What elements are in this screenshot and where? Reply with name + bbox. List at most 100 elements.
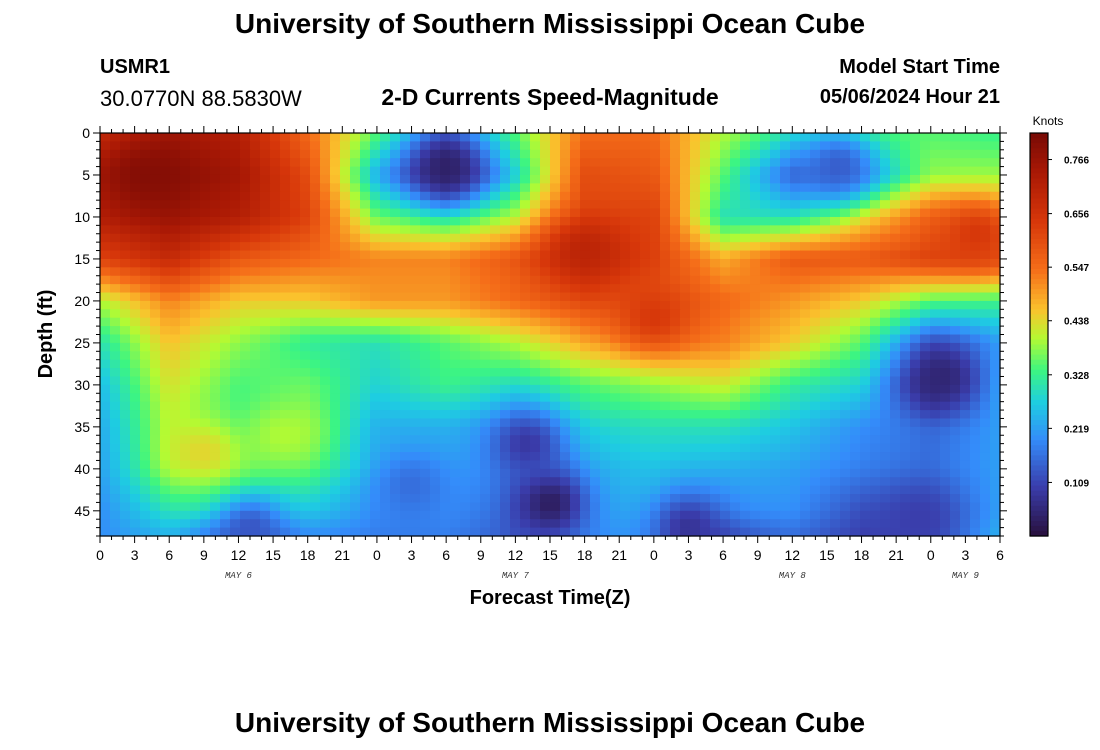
heatmap-cell: [780, 250, 791, 260]
heatmap-cell: [970, 183, 981, 193]
heatmap-cell: [220, 208, 231, 218]
heatmap-cell: [390, 418, 401, 428]
heatmap-cell: [890, 326, 901, 336]
heatmap-cell: [370, 267, 381, 277]
heatmap-cell: [660, 174, 671, 184]
heatmap-cell: [690, 452, 701, 462]
heatmap-cell: [220, 510, 231, 520]
heatmap-cell: [710, 216, 721, 226]
heatmap-cell: [360, 158, 371, 168]
heatmap-cell: [250, 208, 261, 218]
heatmap-cell: [910, 258, 921, 268]
heatmap-cell: [130, 410, 141, 420]
heatmap-cell: [490, 174, 501, 184]
heatmap-cell: [310, 527, 321, 537]
heatmap-cell: [190, 284, 201, 294]
colorbar-swatch: [1030, 183, 1048, 190]
heatmap-cell: [300, 384, 311, 394]
heatmap-cell: [330, 208, 341, 218]
heatmap-cell: [710, 258, 721, 268]
heatmap-cell: [650, 317, 661, 327]
heatmap-cell: [800, 435, 811, 445]
heatmap-cell: [240, 275, 251, 285]
heatmap-cell: [180, 468, 191, 478]
heatmap-cell: [970, 426, 981, 436]
heatmap-cell: [580, 460, 591, 470]
heatmap-cell: [230, 309, 241, 319]
heatmap-cell: [120, 133, 131, 142]
heatmap-cell: [640, 494, 651, 504]
heatmap-cell: [840, 376, 851, 386]
heatmap-cell: [310, 317, 321, 327]
heatmap-cell: [890, 158, 901, 168]
heatmap-cell: [500, 494, 511, 504]
heatmap-cell: [370, 393, 381, 403]
heatmap-cell: [580, 292, 591, 302]
heatmap-cell: [270, 149, 281, 159]
heatmap-cell: [310, 233, 321, 243]
heatmap-cell: [710, 183, 721, 193]
heatmap-cell: [560, 284, 571, 294]
heatmap-cell: [550, 208, 561, 218]
heatmap-cell: [190, 166, 201, 176]
heatmap-cell: [360, 183, 371, 193]
heatmap-cell: [650, 208, 661, 218]
heatmap-cell: [740, 250, 751, 260]
heatmap-cell: [150, 334, 161, 344]
heatmap-cell: [980, 250, 991, 260]
heatmap-cell: [510, 141, 521, 151]
heatmap-cell: [230, 149, 241, 159]
heatmap-cell: [810, 250, 821, 260]
heatmap-cell: [510, 401, 521, 411]
heatmap-cell: [480, 351, 491, 361]
heatmap-cell: [760, 494, 771, 504]
heatmap-cell: [650, 351, 661, 361]
heatmap-cell: [580, 502, 591, 512]
heatmap-cell: [430, 284, 441, 294]
heatmap-cell: [810, 174, 821, 184]
heatmap-cell: [790, 334, 801, 344]
heatmap-cell: [890, 216, 901, 226]
heatmap-cell: [710, 351, 721, 361]
heatmap-cell: [140, 519, 151, 529]
heatmap-cell: [820, 502, 831, 512]
heatmap-cell: [330, 292, 341, 302]
heatmap-cell: [960, 477, 971, 487]
heatmap-cell: [570, 284, 581, 294]
heatmap-cell: [130, 494, 141, 504]
heatmap-cell: [260, 309, 271, 319]
heatmap-cell: [210, 191, 221, 201]
heatmap-cell: [320, 275, 331, 285]
heatmap-cell: [910, 410, 921, 420]
heatmap-cell: [130, 376, 141, 386]
heatmap-cell: [840, 485, 851, 495]
heatmap-cell: [400, 435, 411, 445]
heatmap-cell: [360, 468, 371, 478]
heatmap-cell: [580, 284, 591, 294]
heatmap-cell: [530, 418, 541, 428]
heatmap-cell: [290, 368, 301, 378]
heatmap-cell: [770, 300, 781, 310]
heatmap-cell: [210, 292, 221, 302]
heatmap-cell: [910, 527, 921, 537]
heatmap-cell: [360, 359, 371, 369]
heatmap-cell: [160, 502, 171, 512]
heatmap-cell: [640, 326, 651, 336]
colorbar-swatch: [1030, 213, 1048, 220]
heatmap-cell: [950, 284, 961, 294]
heatmap-cell: [270, 376, 281, 386]
heatmap-cell: [490, 477, 501, 487]
heatmap-cell: [900, 250, 911, 260]
heatmap-cell: [830, 485, 841, 495]
heatmap-cell: [200, 208, 211, 218]
heatmap-cell: [160, 368, 171, 378]
heatmap-cell: [890, 133, 901, 142]
heatmap-cell: [690, 166, 701, 176]
heatmap-cell: [220, 418, 231, 428]
heatmap-cell: [120, 410, 131, 420]
heatmap-cell: [420, 149, 431, 159]
heatmap-cell: [350, 359, 361, 369]
heatmap-cell: [100, 200, 111, 210]
heatmap-cell: [610, 477, 621, 487]
heatmap-cell: [360, 460, 371, 470]
